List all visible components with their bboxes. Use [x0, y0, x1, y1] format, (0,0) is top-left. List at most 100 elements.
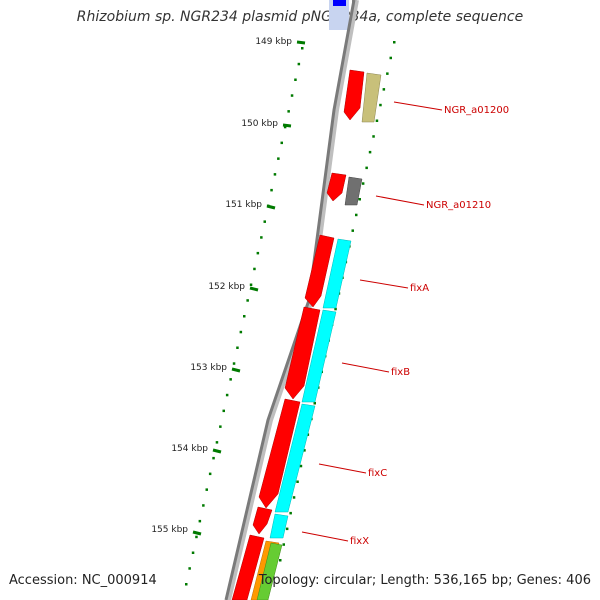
scale-dot [290, 94, 294, 97]
scale-dot [313, 402, 316, 405]
scale-dot [232, 362, 236, 365]
gene-block-fixC [274, 403, 316, 513]
label-leader-fixB [341, 362, 390, 373]
scale-dot [229, 378, 232, 381]
scale-dot [365, 166, 368, 170]
cds-arrow [252, 506, 273, 535]
kbp-label-153: 153 kbp [190, 363, 227, 373]
scale-ring-inner [185, 47, 304, 586]
cds-arrow [258, 398, 301, 509]
scale-dot [283, 125, 287, 129]
scale-dot [191, 551, 195, 554]
topology-text: Topology: circular; Length: 536,165 bp; … [258, 573, 591, 588]
top-feature-blue [333, 0, 346, 6]
accession-text: Accession: NC_000914 [9, 573, 157, 588]
scale-dot [382, 88, 386, 91]
gene-label-fixC[interactable]: fixC [368, 468, 387, 479]
scale-dot [301, 47, 304, 50]
kbp-label-151: 151 kbp [225, 200, 262, 210]
cds-arrow [326, 172, 347, 202]
cds-arrow [304, 234, 335, 308]
scale-dot [225, 393, 229, 397]
label-leader-fixA [359, 279, 409, 289]
gene-block-fixX [269, 513, 289, 539]
scale-dot [279, 559, 282, 562]
scale-dot [361, 182, 365, 185]
scale-dot [334, 307, 337, 311]
scale-dot [299, 464, 303, 468]
gene-label-ngr-a01200[interactable]: NGR_a01200 [444, 105, 509, 116]
scale-dot [297, 62, 301, 66]
scale-dot [280, 141, 283, 145]
scale-dot [277, 157, 280, 160]
tick-149 [296, 40, 306, 45]
cds-arrow [231, 534, 265, 600]
kbp-label-155: 155 kbp [151, 525, 188, 535]
cds-arrow [284, 306, 321, 400]
scale-dot [208, 472, 212, 476]
label-leader-ngr-a01200 [393, 101, 443, 111]
scale-dot [222, 409, 225, 413]
tick-154 [212, 448, 222, 454]
scale-dot [355, 213, 358, 217]
scale-dot [282, 543, 285, 546]
scale-dot [195, 535, 198, 539]
scale-dot [351, 229, 354, 232]
scale-dot [289, 511, 292, 515]
label-leader-ngr-a01210 [375, 195, 425, 206]
scale-dot [292, 496, 296, 499]
scale-dot [368, 150, 372, 154]
tick-155 [192, 530, 202, 536]
scale-dot [379, 103, 382, 107]
tick-151 [266, 204, 276, 210]
scale-dot [386, 72, 389, 75]
kbp-label-150: 150 kbp [241, 119, 278, 129]
gene-label-fixB[interactable]: fixB [391, 367, 410, 378]
kbp-label-154: 154 kbp [171, 444, 208, 454]
scale-dot [212, 456, 215, 460]
tick-152 [249, 286, 259, 292]
scale-dot [202, 504, 205, 507]
tick-153 [231, 367, 241, 373]
scale-dot [393, 41, 396, 44]
gene-block-ngr-a01210 [344, 176, 363, 206]
gene-label-ngr-a01210[interactable]: NGR_a01210 [426, 200, 491, 211]
scale-dot [239, 330, 243, 334]
scale-dot [219, 425, 222, 428]
gene-block-green [256, 542, 283, 600]
scale-dot [263, 220, 266, 223]
kbp-label-149: 149 kbp [255, 37, 292, 47]
scale-dot [303, 449, 306, 452]
scale-dot [285, 527, 289, 531]
scale-dot [389, 56, 392, 60]
gene-label-fixA[interactable]: fixA [410, 283, 429, 294]
cds-arrow [343, 69, 365, 121]
scale-dot [287, 110, 290, 113]
scale-dot [260, 236, 263, 239]
scale-dot [273, 173, 277, 176]
top-feature-light [329, 0, 349, 30]
map-title: Rhizobium sp. NGR234 plasmid pNGR234a, c… [76, 9, 524, 25]
scale-dot [294, 78, 297, 81]
gene-block-fixA [322, 238, 352, 309]
label-leader-fixC [318, 463, 367, 474]
scale-dot [253, 267, 256, 271]
scale-dot [215, 441, 219, 444]
tick-150 [282, 123, 292, 128]
scale-dot [236, 346, 239, 349]
gene-label-fixX[interactable]: fixX [350, 536, 369, 547]
scale-dot [243, 315, 246, 318]
scale-dot [296, 480, 299, 483]
scale-dot [256, 251, 260, 255]
gene-block-fixB [301, 309, 337, 403]
scale-dot [249, 283, 253, 286]
scale-dot [270, 188, 273, 192]
kbp-label-152: 152 kbp [208, 282, 245, 292]
scale-dot [358, 198, 361, 201]
gene-block-ngr-a01200 [361, 72, 382, 123]
scale-dot [198, 519, 202, 523]
scale-dot [205, 488, 208, 491]
scale-dot [246, 299, 249, 302]
scale-dot [372, 135, 375, 138]
